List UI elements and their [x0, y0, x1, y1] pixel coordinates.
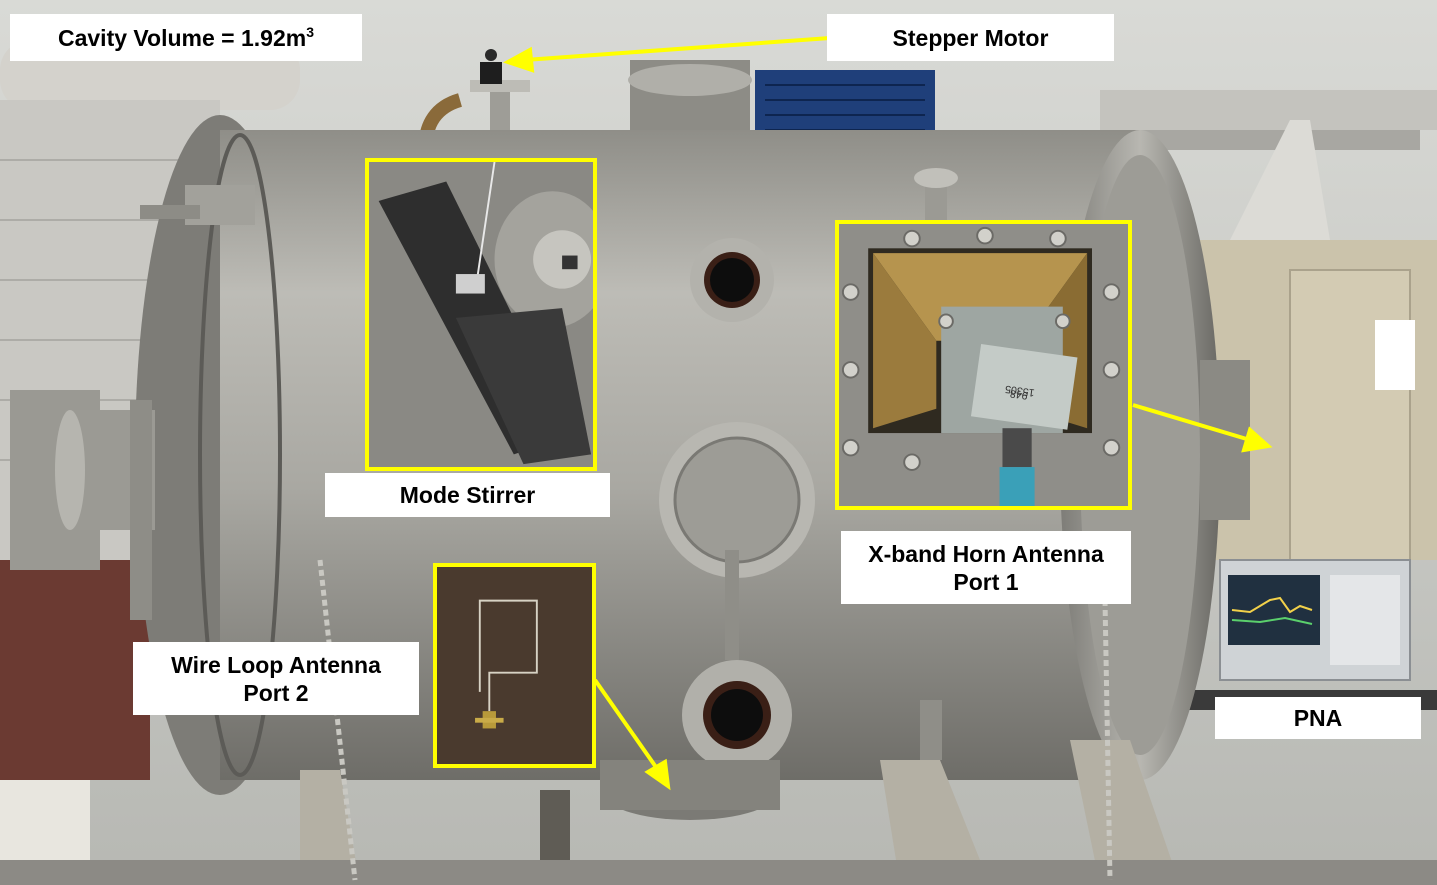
pna-text: PNA	[1293, 705, 1343, 731]
horn-antenna-text-line1: X-band Horn Antenna	[868, 540, 1104, 567]
arrow-stepper-motor	[524, 36, 831, 62]
cavity-volume-label: Cavity Volume = 1.92m3	[10, 14, 362, 61]
arrow-horn-antenna	[1132, 403, 1251, 442]
stepper-motor-label: Stepper Motor	[827, 14, 1114, 61]
wire-loop-inset	[433, 563, 596, 768]
horn-antenna-inset: 15305 948	[835, 220, 1132, 510]
mode-stirrer-inset	[365, 158, 597, 471]
mode-stirrer-label: Mode Stirrer	[325, 473, 610, 517]
cavity-volume-text: Cavity Volume = 1.92m	[57, 24, 307, 51]
cavity-volume-exponent: 3	[306, 23, 314, 40]
wire-loop-text-line1: Wire Loop Antenna	[171, 651, 381, 678]
adapter-marking-2: 948	[1009, 387, 1028, 401]
horn-antenna-label: X-band Horn Antenna Port 1	[841, 531, 1131, 604]
arrow-wire-loop	[593, 678, 660, 772]
horn-antenna-text-line2: Port 1	[953, 568, 1019, 595]
adapter-marking-1: 15305	[1004, 383, 1035, 399]
mode-stirrer-text: Mode Stirrer	[399, 482, 536, 508]
wire-loop-label: Wire Loop Antenna Port 2	[133, 642, 419, 715]
pna-label: PNA	[1215, 697, 1421, 739]
wire-loop	[478, 599, 538, 712]
stepper-motor-body	[480, 62, 502, 84]
wire-loop-text-line2: Port 2	[243, 679, 309, 706]
stepper-motor-text: Stepper Motor	[892, 24, 1049, 51]
